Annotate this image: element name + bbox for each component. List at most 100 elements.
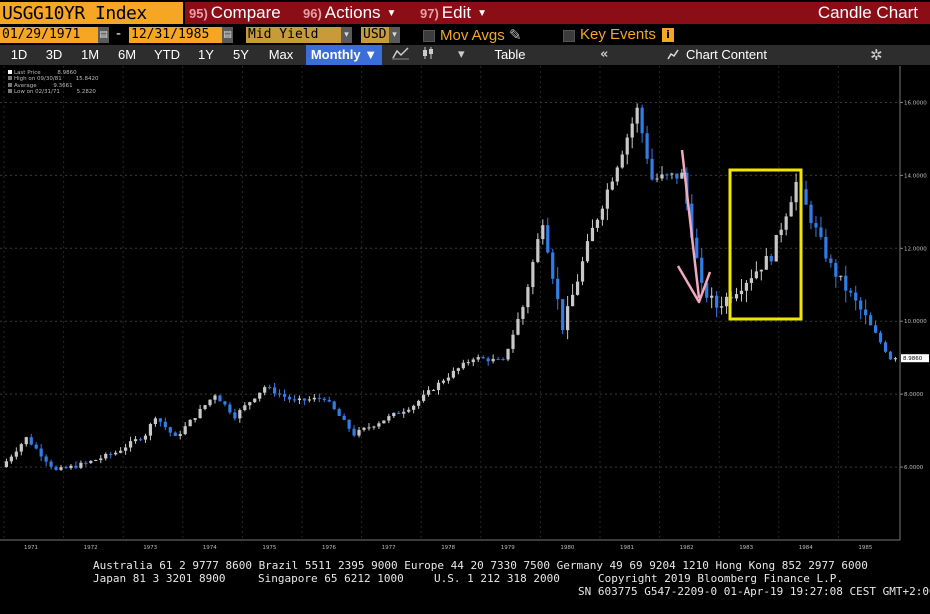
- candle-body: [888, 351, 893, 360]
- candle-body: [198, 408, 202, 419]
- currency-select[interactable]: USD: [361, 27, 389, 43]
- candle-body: [700, 257, 704, 283]
- pencil-icon[interactable]: ✎: [508, 27, 522, 44]
- y-tick-label: 16.0000: [904, 100, 927, 106]
- candle-body: [521, 307, 525, 319]
- footer-session: SN 603775 G547-2209-0 01-Apr-19 19:27:08…: [578, 585, 930, 598]
- mov-avgs-checkbox[interactable]: [423, 30, 435, 42]
- edit-menu[interactable]: 97) Edit ▼: [420, 3, 487, 23]
- period-max[interactable]: Max: [268, 47, 294, 62]
- candle-body: [809, 204, 813, 224]
- candle-body: [4, 461, 8, 468]
- candle-body: [451, 370, 455, 378]
- candle-body: [804, 189, 808, 205]
- period-1d[interactable]: 1D: [10, 47, 28, 62]
- legend-swatch: [8, 88, 12, 93]
- x-tick-label: 1982: [680, 545, 694, 551]
- period-bar: 1D 3D 1M 6M YTD 1Y 5Y Max Monthly ▼ ▾ Ta…: [0, 45, 930, 65]
- candle-body: [263, 387, 267, 393]
- candle-body: [79, 462, 83, 468]
- collapse-left-icon[interactable]: «: [600, 47, 609, 62]
- x-tick-label: 1981: [620, 545, 634, 551]
- y-tick-label: 6.0000: [904, 465, 924, 471]
- compare-label: Compare: [210, 3, 281, 22]
- chevron-down-icon[interactable]: ▾: [389, 27, 400, 43]
- candle-body: [387, 416, 391, 421]
- annotation-arrowhead: [676, 265, 712, 304]
- candle-body: [476, 357, 480, 360]
- period-1y[interactable]: 1Y: [198, 47, 214, 62]
- candle-body: [337, 409, 341, 416]
- candle-body: [94, 460, 98, 462]
- security-ticker-field[interactable]: USGG10YR Index: [0, 2, 183, 24]
- candle-body: [481, 357, 485, 359]
- period-3d[interactable]: 3D: [45, 47, 63, 62]
- line-chart-icon[interactable]: [392, 45, 410, 65]
- chart-canvas[interactable]: 16.0000 14.0000 12.0000 10.0000 8.0000 6.0000…: [0, 66, 930, 556]
- info-icon[interactable]: i: [662, 28, 674, 42]
- period-5y[interactable]: 5Y: [233, 47, 249, 62]
- candle-body: [302, 398, 306, 401]
- frequency-select[interactable]: Monthly ▼: [306, 45, 382, 65]
- calendar-icon[interactable]: ▤: [222, 27, 233, 43]
- candle-body: [377, 423, 381, 427]
- gear-icon[interactable]: ✲: [870, 46, 883, 64]
- key-events-checkbox[interactable]: [563, 30, 575, 42]
- key-events-label[interactable]: Key Events: [580, 26, 656, 43]
- compare-menu[interactable]: 95) Compare: [189, 3, 281, 23]
- candle-body: [705, 282, 709, 298]
- candle-body: [287, 396, 292, 400]
- candle-body: [258, 392, 262, 399]
- candle-body: [615, 167, 619, 182]
- candle-body: [456, 368, 460, 371]
- candle-body: [511, 334, 515, 349]
- candle-body: [153, 418, 157, 425]
- field-select[interactable]: Mid Yield: [246, 27, 341, 43]
- candle-body: [665, 174, 669, 176]
- candle-body: [496, 358, 500, 360]
- period-ytd[interactable]: YTD: [154, 47, 180, 62]
- actions-label: Actions: [324, 3, 381, 22]
- candle-chart[interactable]: 16.0000 14.0000 12.0000 10.0000 8.0000 6.0000…: [0, 66, 930, 556]
- chevron-down-icon[interactable]: ▾: [458, 47, 465, 62]
- candle-body: [506, 348, 510, 360]
- actions-menu[interactable]: 96) Actions ▼: [303, 3, 396, 23]
- candle-body: [277, 393, 282, 395]
- candle-body: [49, 461, 53, 467]
- candle-body: [273, 387, 277, 394]
- end-date-field[interactable]: 12/31/1985: [129, 27, 222, 43]
- start-date-field[interactable]: 01/29/1971: [0, 27, 98, 43]
- candle-chart-icon[interactable]: [421, 45, 435, 65]
- candle-body: [744, 282, 749, 291]
- candle-body: [541, 225, 545, 240]
- period-1m[interactable]: 1M: [80, 47, 100, 62]
- candle-body: [307, 399, 311, 401]
- candle-body: [9, 456, 13, 462]
- footer-line-1: Australia 61 2 9777 8600 Brazil 5511 239…: [93, 559, 868, 572]
- x-tick-label: 1978: [441, 545, 455, 551]
- table-button[interactable]: Table: [494, 47, 526, 62]
- candle-body: [824, 236, 828, 259]
- mov-avgs-label[interactable]: Mov Avgs ✎: [440, 27, 522, 44]
- candle-body: [332, 401, 336, 410]
- candle-body: [590, 227, 595, 242]
- chart-content-icon[interactable]: [666, 45, 680, 65]
- x-tick-label: 1976: [322, 545, 336, 551]
- chart-content-button[interactable]: Chart Content: [686, 47, 767, 62]
- candle-body: [829, 258, 833, 263]
- chevron-down-icon: ▼: [477, 8, 487, 19]
- chevron-down-icon[interactable]: ▾: [341, 27, 352, 43]
- y-tick-label: 10.0000: [904, 319, 927, 325]
- candle-body: [779, 229, 783, 236]
- period-6m[interactable]: 6M: [117, 47, 137, 62]
- annotation-arrow: [680, 149, 701, 299]
- calendar-icon[interactable]: ▤: [98, 27, 109, 43]
- candle-body: [233, 412, 237, 419]
- candle-body: [585, 241, 590, 262]
- candle-body: [248, 402, 252, 406]
- x-tick-label: 1973: [143, 545, 157, 551]
- x-tick-label: 1972: [84, 545, 98, 551]
- candle-body: [754, 271, 758, 279]
- candle-body: [133, 439, 138, 442]
- candle-body: [54, 466, 58, 470]
